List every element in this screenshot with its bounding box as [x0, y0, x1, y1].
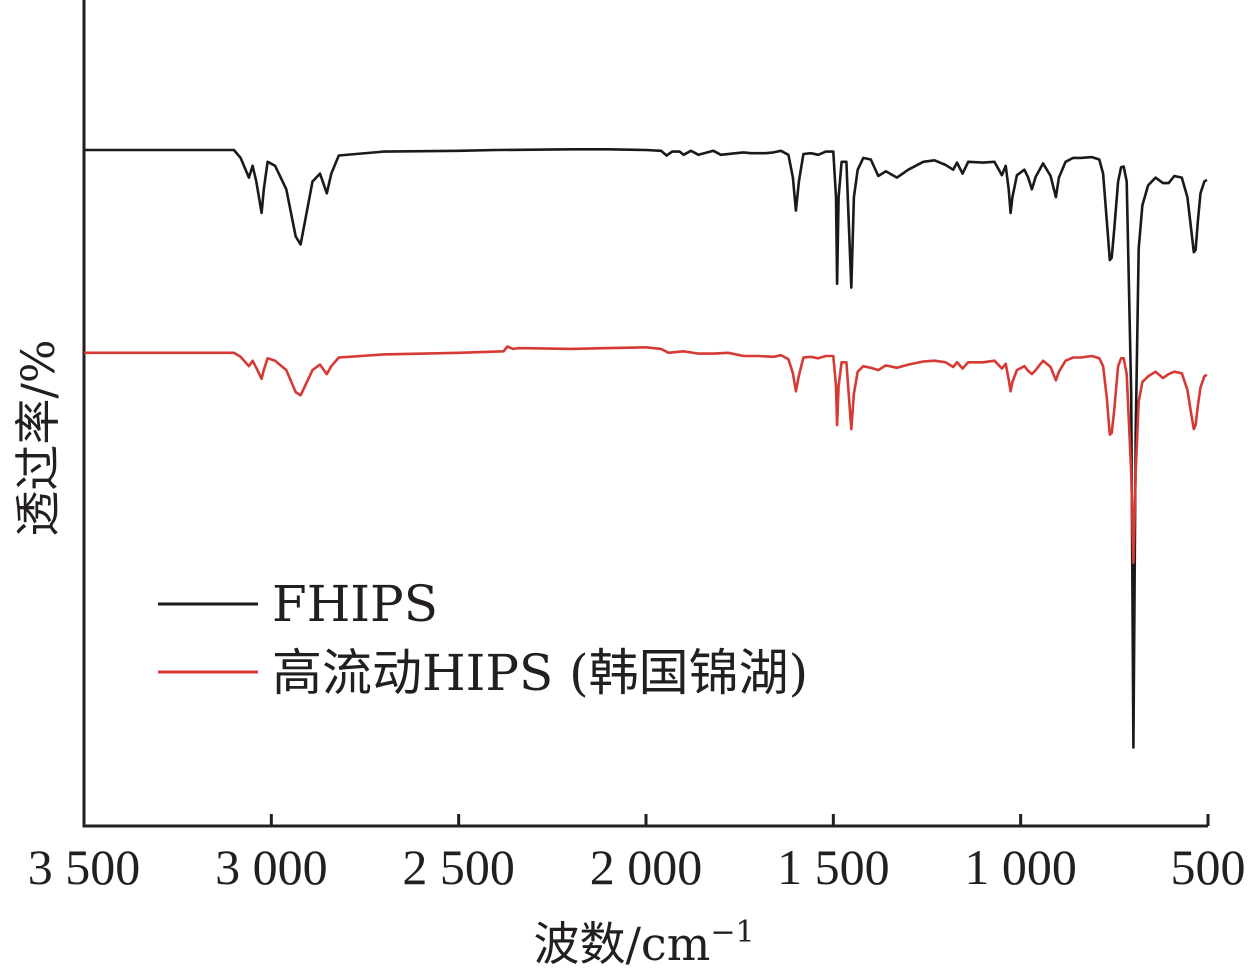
series-line-high-flow-hips [84, 345, 1208, 564]
axes-frame [82, 0, 1208, 828]
x-tick-label: 3 000 [215, 839, 328, 895]
x-axis-tick-labels: 3 500 3 000 2 500 2 000 1 500 1 000 500 [28, 839, 1246, 895]
x-tick-label: 1 000 [964, 839, 1077, 895]
plot-area: 3 500 3 000 2 500 2 000 1 500 1 000 500 [28, 0, 1246, 895]
series-layer [84, 148, 1208, 749]
legend-label-high-flow-hips: 高流动HIPS (韩国锦湖) [272, 644, 808, 702]
x-axis-ticks [82, 814, 1210, 826]
series-line-fhips [84, 148, 1208, 749]
x-tick-label: 500 [1171, 839, 1246, 895]
x-axis-title-superscript: −1 [710, 915, 754, 950]
x-axis-title: 波数/cm−1 [533, 915, 754, 971]
x-axis-title-text: 波数/cm [533, 917, 710, 971]
x-tick-label: 2 000 [590, 839, 703, 895]
x-tick-label: 1 500 [777, 839, 890, 895]
x-tick-label: 3 500 [28, 839, 141, 895]
legend-label-fhips: FHIPS [272, 575, 438, 633]
legend: FHIPS 高流动HIPS (韩国锦湖) [158, 575, 808, 702]
x-tick-label: 2 500 [402, 839, 515, 895]
y-axis-title: 透过率/% [11, 339, 65, 536]
